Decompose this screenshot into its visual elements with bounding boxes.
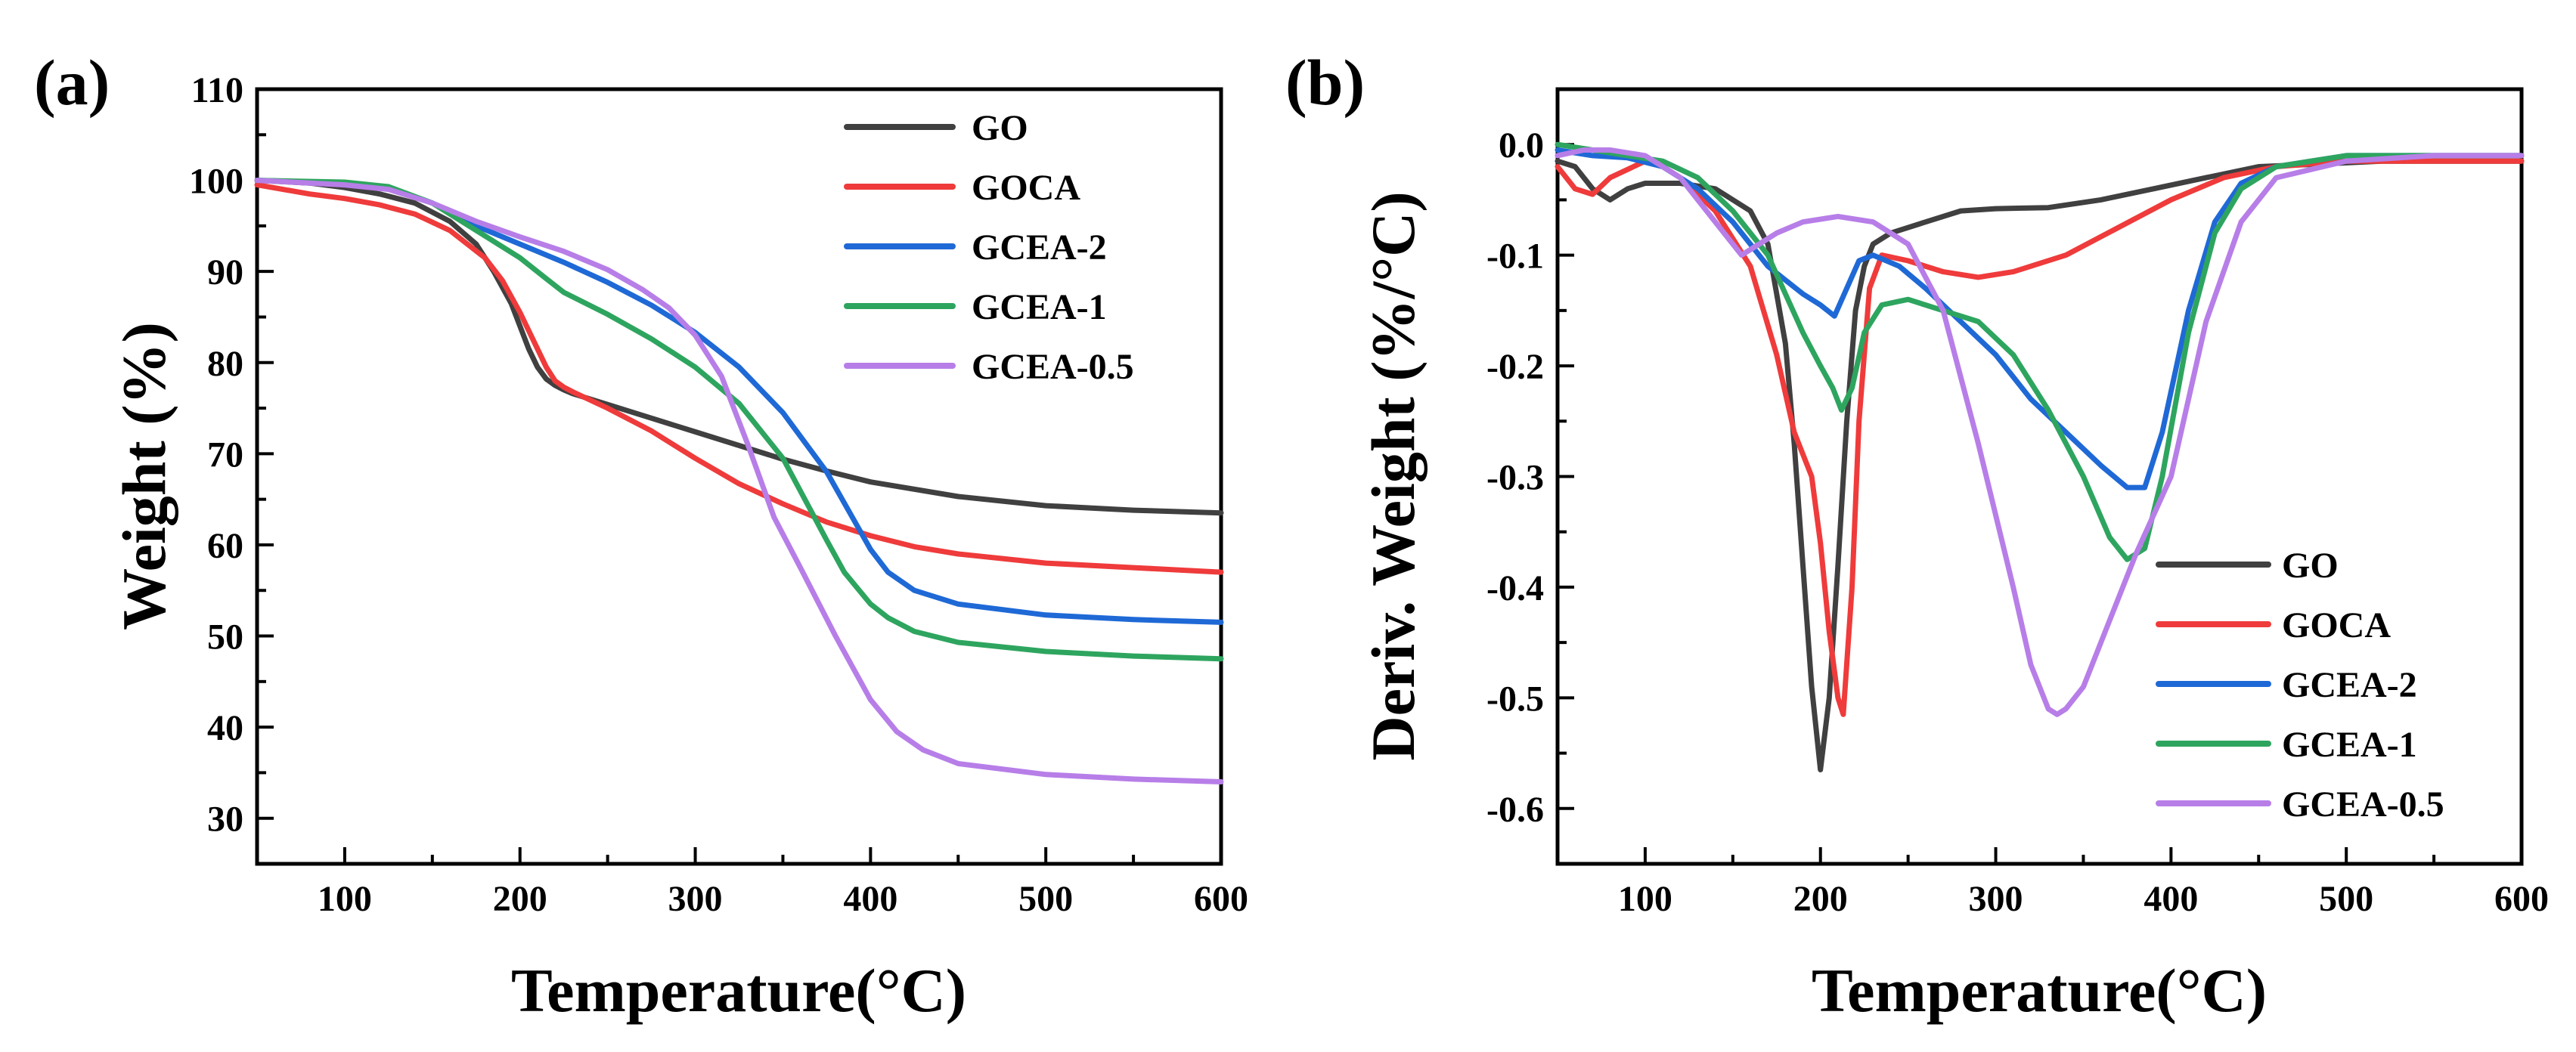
panel-a-plot-frame xyxy=(255,87,1223,866)
panel-a-y-tick-label: 90 xyxy=(207,252,243,292)
panel-b-y-axis-title: Deriv. Weight (%/°C) xyxy=(1359,191,1427,760)
panel-a-legend-label-gcea-1: GCEA-1 xyxy=(972,287,1107,327)
panel-a-y-axis-title: Weight (%) xyxy=(110,322,178,630)
panel-a-x-tick-label: 200 xyxy=(493,879,547,919)
panel-a-series-line-goca xyxy=(254,182,1224,575)
panel-a-series-line-go xyxy=(254,178,1224,516)
panel-a-series-line-gcea-1 xyxy=(254,178,1224,662)
panel-b-y-tick-label: -0.1 xyxy=(1486,237,1544,277)
panel-a-legend-label-go: GO xyxy=(972,108,1028,148)
panel-a-x-tick-label: 400 xyxy=(843,879,897,919)
panel-a-series-line-gcea-0-5 xyxy=(254,178,1224,784)
panel-b-x-tick-label: 600 xyxy=(2494,879,2549,919)
panel-b-x-tick-label: 100 xyxy=(1618,879,1672,919)
panel-b-x-tick-label: 400 xyxy=(2144,879,2198,919)
panel-a-y-tick-label: 70 xyxy=(207,435,243,475)
panel-a-ticks: 100 200 300 400 500 600 30 40 50 60 70 80 90 100 110 xyxy=(189,70,1248,919)
panel-b-label: (b) xyxy=(1285,46,1365,119)
panel-b-y-tick-label: 0.0 xyxy=(1499,125,1544,166)
panel-b-series-line-go xyxy=(1555,158,2525,772)
panel-b: (b) 100 200 300 400 500 600 0.0 -0.1 -0.2 -0.3 -0.… xyxy=(1285,46,2549,1025)
panel-a-x-tick-label: 600 xyxy=(1194,879,1248,919)
panel-a-y-tick-label: 40 xyxy=(207,708,243,748)
panel-b-x-tick-label: 500 xyxy=(2319,879,2373,919)
panel-b-ticks: 100 200 300 400 500 600 0.0 -0.1 -0.2 -0.3 -0.4 -0.… xyxy=(1486,88,2549,919)
panel-b-x-axis-title: Temperature(°C) xyxy=(1812,956,2267,1025)
panel-a-x-tick-label: 500 xyxy=(1018,879,1073,919)
panel-b-x-tick-label: 200 xyxy=(1793,879,1848,919)
panel-b-x-tick-label: 300 xyxy=(1969,879,2023,919)
panel-a-x-axis-title: Temperature(°C) xyxy=(511,956,966,1025)
panel-a: (a) 100 200 300 400 500 600304050607080901001… xyxy=(34,46,1248,1025)
panel-b-legend-label-goca: GOCA xyxy=(2282,605,2391,645)
panel-b-y-tick-label: -0.3 xyxy=(1486,458,1544,498)
panel-b-legend-label-gcea-2: GCEA-2 xyxy=(2282,665,2417,705)
panel-a-y-tick-label: 100 xyxy=(189,162,243,202)
panel-a-legend: GO GOCA GCEA-2 GCEA-1 GCEA-0.5 xyxy=(844,108,1134,387)
panel-a-legend-label-gcea-0-5: GCEA-0.5 xyxy=(972,347,1134,387)
panel-a-y-tick-label: 50 xyxy=(207,617,243,658)
panel-b-series xyxy=(1555,141,2525,772)
panel-a-x-tick-label: 100 xyxy=(318,879,372,919)
panel-b-y-tick-label: -0.2 xyxy=(1486,347,1544,387)
panel-a-label: (a) xyxy=(34,46,110,119)
panel-a-series xyxy=(254,178,1224,784)
panel-b-legend-label-gcea-1: GCEA-1 xyxy=(2282,725,2417,765)
panel-b-series-line-gcea-0-5 xyxy=(1555,147,2525,717)
panel-a-y-tick-label: 30 xyxy=(207,800,243,840)
panel-b-legend-label-go: GO xyxy=(2282,546,2339,586)
panel-b-legend: GO GOCA GCEA-2 GCEA-1 GCEA-0.5 xyxy=(2156,546,2444,825)
panel-a-legend-label-goca: GOCA xyxy=(972,168,1080,208)
panel-a-y-tick-label: 80 xyxy=(207,344,243,384)
panel-b-y-tick-label: -0.4 xyxy=(1486,568,1544,608)
panel-a-y-tick-label: 60 xyxy=(207,526,243,566)
panel-b-y-tick-label: -0.6 xyxy=(1486,790,1544,830)
panel-a-x-tick-label: 300 xyxy=(668,879,723,919)
panel-a-y-tick-label: 110 xyxy=(191,70,243,110)
panel-a-legend-label-gcea-2: GCEA-2 xyxy=(972,227,1107,268)
panel-b-legend-label-gcea-0-5: GCEA-0.5 xyxy=(2282,784,2444,825)
panel-b-y-tick-label: -0.5 xyxy=(1486,679,1544,719)
